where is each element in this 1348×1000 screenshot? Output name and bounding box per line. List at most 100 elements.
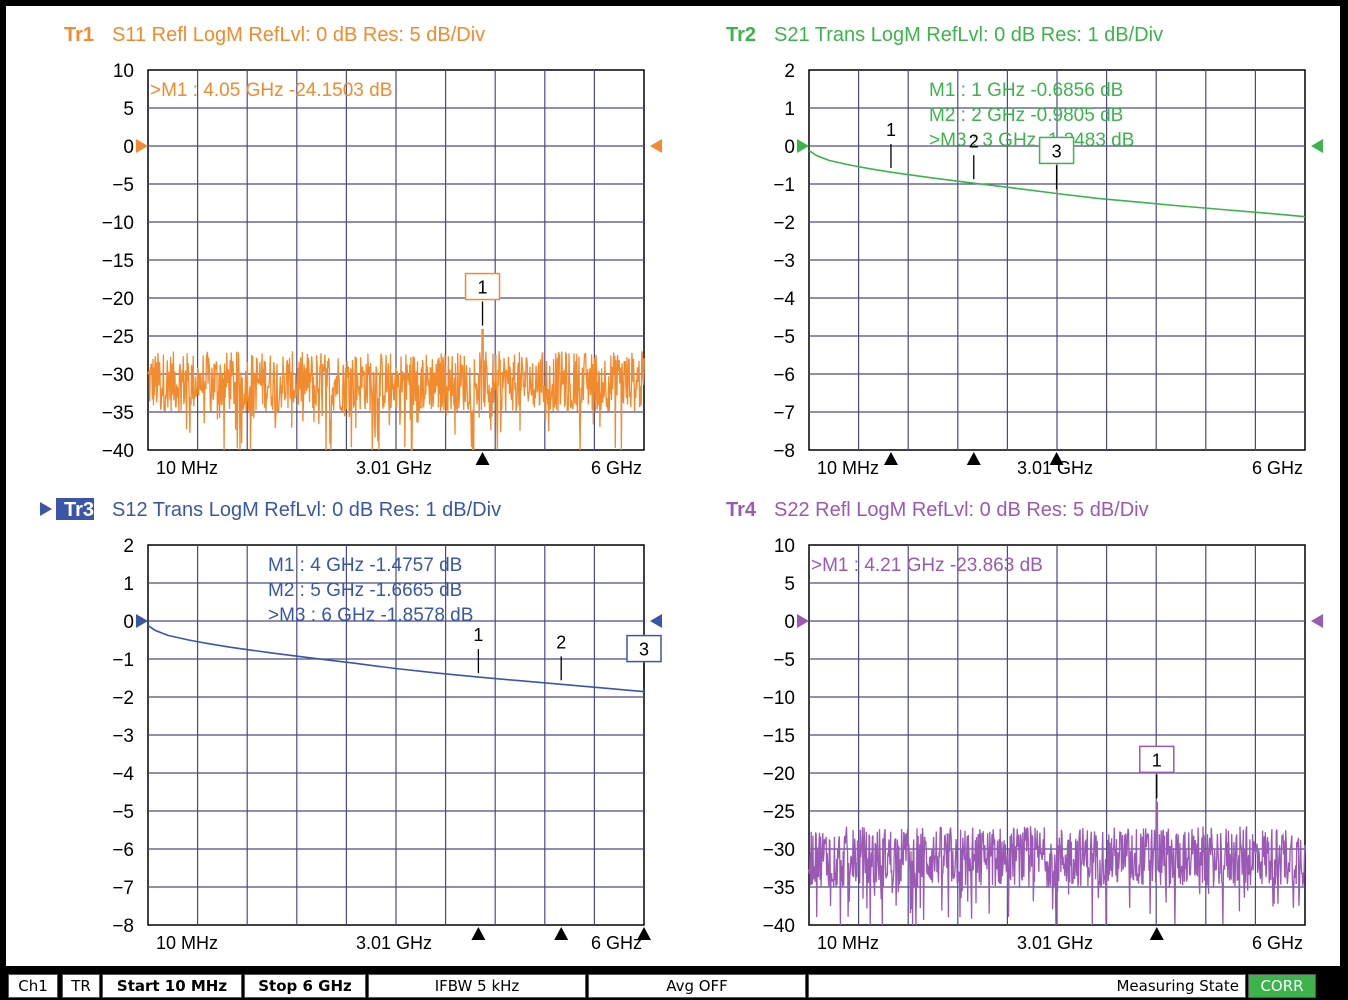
trigger-indicator[interactable]: TR [62, 974, 100, 998]
y-tick-label: −5 [773, 327, 795, 348]
y-tick-label: −3 [112, 726, 134, 747]
marker-readout: >M3 : 3 GHz -1.2483 dB [929, 130, 1134, 151]
measuring-state-field: Measuring State [808, 974, 1246, 998]
y-tick-label: −2 [773, 213, 795, 234]
x-tick-label: 6 GHz [1252, 933, 1303, 953]
marker-readout: >M1 : 4.05 GHz -24.1503 dB [150, 80, 392, 101]
trace-panel-tr2: Tr2 S21 Trans LogM RefLvl: 0 dB Res: 1 dB… [726, 24, 1323, 478]
marker-label: 3 [639, 640, 649, 660]
trace-name: Tr3 [64, 499, 94, 521]
x-tick-label: 6 GHz [591, 933, 642, 953]
x-tick-label: 6 GHz [1252, 458, 1303, 478]
y-tick-label: −5 [773, 650, 795, 671]
marker-readout: M1 : 4 GHz -1.4757 dB [268, 555, 462, 576]
averaging-field[interactable]: Avg OFF [588, 974, 806, 998]
y-tick-label: 5 [784, 574, 795, 595]
active-trace-badge [56, 498, 94, 520]
y-tick-label: 1 [784, 99, 795, 120]
ref-level-arrow-right [650, 139, 662, 153]
y-tick-label: −15 [763, 726, 795, 747]
active-marker-box [464, 272, 501, 301]
marker-position-triangle [471, 927, 486, 940]
x-tick-label: 6 GHz [591, 458, 642, 478]
active-trace-arrow [40, 502, 52, 516]
marker-label: 1 [478, 278, 488, 298]
marker-label: 3 [1052, 141, 1062, 161]
y-tick-label: −7 [112, 878, 134, 899]
ref-level-arrow-left [136, 614, 148, 628]
active-marker-box [1038, 136, 1075, 165]
y-tick-label: 10 [774, 536, 795, 557]
y-tick-label: −8 [773, 441, 795, 462]
trace-line [808, 149, 1306, 218]
y-tick-label: 0 [123, 612, 134, 633]
y-tick-label: −6 [773, 365, 795, 386]
trace-name: Tr2 [726, 24, 756, 46]
marker-readout: M1 : 1 GHz -0.6856 dB [929, 80, 1123, 101]
marker-position-triangle [1049, 452, 1064, 465]
active-marker-box [1139, 745, 1175, 774]
y-tick-label: 2 [123, 536, 134, 557]
trace-panel-tr3: Tr3 S12 Trans LogM RefLvl: 0 dB Res: 1 dB… [40, 498, 662, 953]
x-tick-label: 3.01 GHz [356, 458, 432, 478]
x-tick-label: 10 MHz [156, 458, 218, 478]
y-tick-label: −1 [773, 175, 795, 196]
y-tick-label: −3 [773, 251, 795, 272]
trace-title: S12 Trans LogM RefLvl: 0 dB Res: 1 dB/Di… [112, 499, 501, 521]
y-tick-label: −4 [773, 289, 795, 310]
channel-indicator[interactable]: Ch1 [8, 974, 58, 998]
trace-line [147, 328, 645, 451]
marker-readout: M2 : 5 GHz -1.6665 dB [268, 580, 462, 601]
y-tick-label: −30 [102, 365, 134, 386]
marker-position-triangle [1149, 927, 1164, 940]
y-tick-label: 10 [113, 61, 134, 82]
y-tick-label: 1 [123, 574, 134, 595]
marker-position-triangle [966, 452, 981, 465]
marker-label: 2 [556, 632, 566, 652]
correction-indicator[interactable]: CORR [1248, 974, 1316, 998]
ref-level-arrow-left [136, 139, 148, 153]
trace-title: S21 Trans LogM RefLvl: 0 dB Res: 1 dB/Di… [774, 24, 1163, 46]
trace-display-area: Tr1 S11 Refl LogM RefLvl: 0 dB Res: 5 dB/… [6, 6, 1340, 966]
trace-title: S11 Refl LogM RefLvl: 0 dB Res: 5 dB/Div [112, 24, 485, 46]
marker-label: 1 [886, 120, 896, 140]
trace-line [808, 801, 1306, 926]
y-tick-label: −40 [102, 441, 134, 462]
marker-label: 1 [1152, 750, 1162, 770]
y-tick-label: −2 [112, 688, 134, 709]
trace-charts: Tr1 S11 Refl LogM RefLvl: 0 dB Res: 5 dB/… [40, 24, 1323, 953]
marker-position-triangle [883, 452, 898, 465]
y-tick-label: 0 [784, 137, 795, 158]
trace-title: S22 Refl LogM RefLvl: 0 dB Res: 5 dB/Div [774, 499, 1149, 521]
trace-name: Tr4 [726, 499, 757, 521]
y-tick-label: −25 [763, 802, 795, 823]
trace-panel-tr1: Tr1 S11 Refl LogM RefLvl: 0 dB Res: 5 dB/… [64, 24, 662, 478]
y-tick-label: −4 [112, 764, 134, 785]
y-tick-label: −15 [102, 251, 134, 272]
y-tick-label: −20 [102, 289, 134, 310]
y-tick-label: 0 [123, 137, 134, 158]
y-tick-label: −5 [112, 802, 134, 823]
stop-frequency-field[interactable]: Stop 6 GHz [244, 974, 366, 998]
ref-level-arrow-right [1311, 614, 1323, 628]
trace-panel-tr4: Tr4 S22 Refl LogM RefLvl: 0 dB Res: 5 dB/… [726, 499, 1323, 953]
ifbw-field[interactable]: IFBW 5 kHz [368, 974, 586, 998]
marker-readout: M2 : 2 GHz -0.9805 dB [929, 105, 1123, 126]
y-tick-label: −20 [763, 764, 795, 785]
ref-level-arrow-left [797, 614, 809, 628]
y-tick-label: −30 [763, 840, 795, 861]
y-tick-label: −10 [763, 688, 795, 709]
ref-level-arrow-right [650, 614, 662, 628]
y-tick-label: −10 [102, 213, 134, 234]
marker-readout: >M3 : 6 GHz -1.8578 dB [268, 605, 473, 626]
ref-level-arrow-right [1311, 139, 1323, 153]
y-tick-label: −35 [102, 403, 134, 424]
start-frequency-field[interactable]: Start 10 MHz [102, 974, 242, 998]
y-tick-label: −40 [763, 916, 795, 937]
marker-position-triangle [554, 927, 569, 940]
active-marker-box [626, 634, 662, 663]
x-tick-label: 3.01 GHz [1017, 458, 1093, 478]
y-tick-label: −7 [773, 403, 795, 424]
y-tick-label: 0 [784, 612, 795, 633]
